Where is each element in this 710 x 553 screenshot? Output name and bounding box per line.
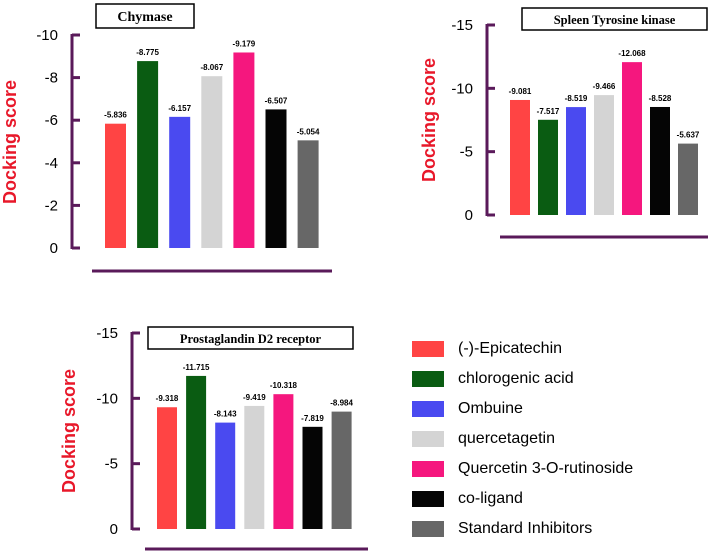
legend-item: quercetagetin xyxy=(412,424,633,454)
chart-title: Spleen Tyrosine kinase xyxy=(554,13,676,27)
bar-value-label: -11.715 xyxy=(183,363,210,372)
bar-value-label: -8.143 xyxy=(214,410,237,419)
y-tick-label: -4 xyxy=(45,155,58,172)
bar-value-label: -8.528 xyxy=(649,94,672,103)
legend-item: Quercetin 3-O-rutinoside xyxy=(412,454,633,484)
legend-swatch xyxy=(412,491,444,507)
chart-title-box xyxy=(95,3,195,29)
legend-swatch xyxy=(412,461,444,477)
bar xyxy=(105,123,126,248)
y-tick-label: -8 xyxy=(45,70,58,87)
y-tick-label: 0 xyxy=(110,521,118,538)
legend-label: Ombuine xyxy=(458,400,523,417)
bar xyxy=(622,62,642,215)
bar-value-label: -7.819 xyxy=(301,414,324,423)
bar-value-label: -9.466 xyxy=(593,82,616,91)
bar-value-label: -5.836 xyxy=(104,111,127,120)
y-axis-label: Docking score xyxy=(0,80,20,204)
legend-item: (-)-Epicatechin xyxy=(412,334,633,364)
chart-1: 0 -5 -10 -15 Docking score -9.081 -7.517 -8.519… xyxy=(419,7,708,239)
bar-value-label: -8.775 xyxy=(136,48,159,57)
legend-item: Standard Inhibitors xyxy=(412,514,633,544)
bar xyxy=(169,116,191,249)
legend-swatch xyxy=(412,521,444,537)
legend-label: Standard Inhibitors xyxy=(458,520,593,537)
chart-title: Chymase xyxy=(117,10,172,25)
bar xyxy=(265,109,287,248)
bar xyxy=(538,119,558,215)
legend-item: Ombuine xyxy=(412,394,633,424)
legend-swatch xyxy=(412,341,444,357)
bar xyxy=(201,76,223,248)
y-tick-label: -2 xyxy=(45,197,58,214)
bar-value-label: -6.157 xyxy=(168,104,191,113)
bar xyxy=(233,52,255,248)
legend: (-)-Epicatechin chlorogenic acid Ombuine qu… xyxy=(412,334,633,544)
bar xyxy=(594,95,614,215)
y-tick-label: -10 xyxy=(451,80,473,97)
bar xyxy=(273,394,294,529)
chart-2: 0 -5 -10 -15 Docking score -9.318 -11.715 -8.14… xyxy=(59,325,368,551)
legend-label: Quercetin 3-O-rutinoside xyxy=(458,460,634,477)
bar xyxy=(678,143,698,215)
y-axis-label: Docking score xyxy=(419,58,439,182)
bar-value-label: -12.068 xyxy=(618,49,646,58)
legend-label: co-ligand xyxy=(458,490,523,507)
bar xyxy=(137,61,159,248)
bar xyxy=(157,407,177,529)
bar-value-label: -9.179 xyxy=(233,39,256,48)
legend-label: quercetagetin xyxy=(458,430,555,447)
bar-value-label: -8.067 xyxy=(200,63,223,72)
y-tick-label: -15 xyxy=(451,17,473,34)
chart-title-box xyxy=(521,7,708,31)
bar-value-label: -5.637 xyxy=(677,131,700,140)
y-tick-label: 0 xyxy=(465,207,473,224)
legend-label: (-)-Epicatechin xyxy=(458,340,563,357)
y-tick-label: -15 xyxy=(96,325,118,342)
chart-title-box xyxy=(147,326,354,350)
bar-value-label: -9.419 xyxy=(243,393,266,402)
legend-item: chlorogenic acid xyxy=(412,364,633,394)
bar xyxy=(244,405,265,529)
legend-swatch xyxy=(412,371,444,387)
bar xyxy=(186,375,207,529)
bar xyxy=(215,422,236,529)
bar-value-label: -8.519 xyxy=(565,94,588,103)
y-tick-label: -6 xyxy=(45,112,58,129)
y-axis-label: Docking score xyxy=(59,369,79,493)
y-tick-label: -5 xyxy=(460,144,473,161)
bar xyxy=(510,99,530,215)
y-tick-label: -5 xyxy=(105,456,118,473)
y-tick-label: -10 xyxy=(96,390,118,407)
bar-value-label: -10.318 xyxy=(270,381,298,390)
bar-value-label: -8.984 xyxy=(330,399,353,408)
bar xyxy=(297,140,319,248)
y-tick-label: 0 xyxy=(50,240,58,257)
legend-swatch xyxy=(412,431,444,447)
legend-label: chlorogenic acid xyxy=(458,370,574,387)
chart-0: 0 -2 -4 -6 -8 -10 Docking score -5.836 -8.775 -6.… xyxy=(0,3,332,273)
bar-value-label: -9.081 xyxy=(509,87,532,96)
legend-item: co-ligand xyxy=(412,484,633,514)
legend-swatch xyxy=(412,401,444,417)
bar-value-label: -9.318 xyxy=(156,394,179,403)
bar xyxy=(302,426,323,529)
bar-value-label: -5.054 xyxy=(297,127,320,136)
y-tick-label: -10 xyxy=(36,27,58,44)
bar xyxy=(650,106,670,215)
bar-value-label: -7.517 xyxy=(537,107,560,116)
bar xyxy=(331,411,352,529)
chart-title: Prostaglandin D2 receptor xyxy=(180,332,322,346)
bar-value-label: -6.507 xyxy=(265,96,288,105)
bar xyxy=(566,107,586,215)
